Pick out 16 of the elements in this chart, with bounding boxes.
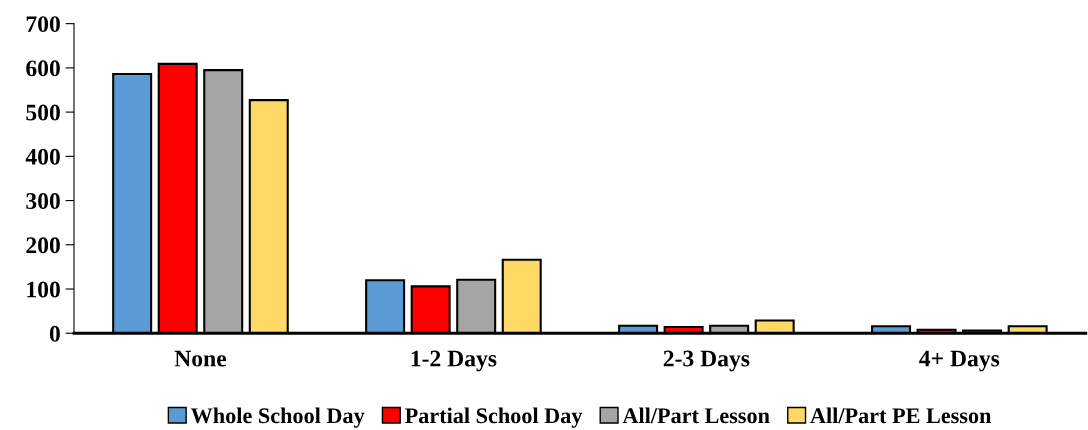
y-tick-label: 0: [49, 325, 60, 342]
y-tick-label: 700: [26, 16, 60, 33]
x-tick-label: 2-3 Days: [663, 350, 750, 372]
legend-label: All/Part Lesson: [622, 407, 770, 424]
x-tick-label: 4+ Days: [919, 350, 1000, 372]
legend-label: Whole School Day: [190, 407, 365, 428]
legend-label: Partial School Day: [405, 407, 583, 428]
y-tick-label: 300: [26, 193, 60, 209]
x-tick-label: 1-2 Days: [411, 350, 497, 372]
y-tick-label: 500: [26, 104, 60, 121]
y-tick-label: 600: [26, 60, 60, 77]
y-tick-label: 400: [25, 148, 60, 165]
y-tick-label: 100: [27, 281, 60, 298]
legend-label: All/Part PE Lesson: [810, 407, 992, 424]
y-tick-label: 200: [26, 237, 60, 254]
x-tick-label: None: [174, 350, 227, 367]
